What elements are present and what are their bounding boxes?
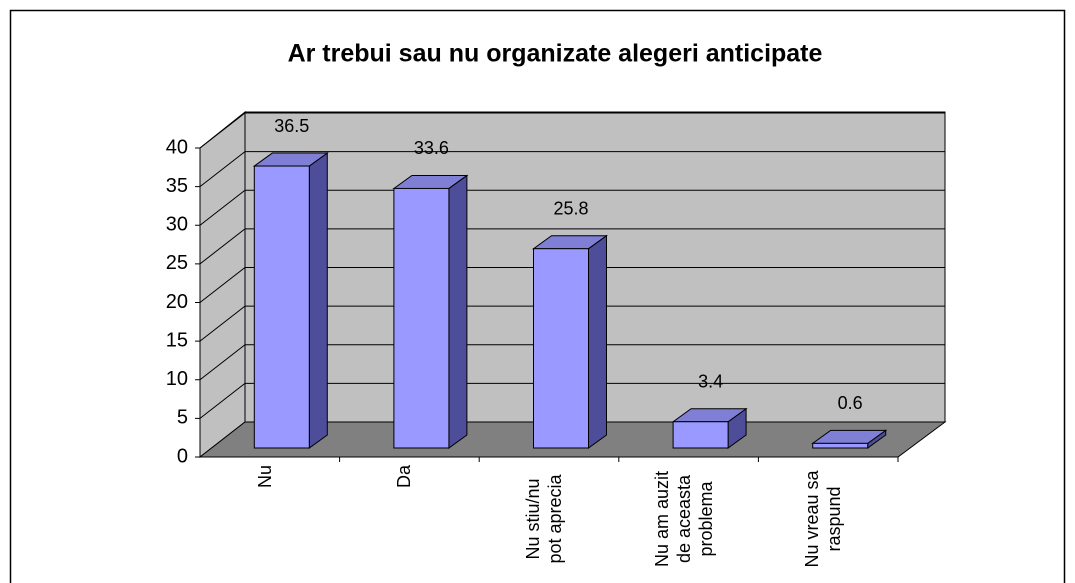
x-tick-label: Nu stiu/nu pot aprecia — [523, 474, 565, 564]
bar — [812, 442, 869, 449]
x-tick-label: Da — [394, 465, 415, 489]
bar-side — [448, 174, 468, 449]
grid-line — [199, 305, 945, 342]
y-tick-label: 20 — [166, 291, 188, 313]
x-tick-label-box: Nu stiu/nu pot aprecia — [522, 465, 630, 563]
x-tick-label: Nu vreau sa raspund — [802, 470, 845, 568]
bar — [672, 421, 729, 449]
x-tick-label: Nu — [254, 465, 275, 489]
value-label: 3.4 — [698, 371, 723, 391]
value-label: 33.6 — [414, 138, 449, 158]
bar — [253, 165, 310, 449]
y-tick-label: 25 — [166, 252, 188, 274]
x-tick-label-box: Nu — [254, 465, 277, 489]
value-label: 0.6 — [838, 393, 863, 413]
value-label: 36.5 — [274, 116, 309, 136]
grid-line — [199, 151, 945, 188]
grid-line — [199, 344, 945, 381]
y-tick-label: 35 — [166, 175, 188, 197]
y-tick-label: 5 — [177, 407, 188, 429]
y-tick-label: 30 — [166, 214, 188, 236]
grid-line — [199, 228, 945, 265]
y-tick-label: 0 — [177, 445, 188, 467]
bar-side — [588, 234, 607, 449]
y-tick-label: 40 — [166, 136, 188, 158]
value-label: 25.8 — [553, 198, 588, 218]
grid-line — [199, 189, 945, 226]
bar — [533, 248, 589, 449]
x-tick-label-box: Nu vreau sa raspund — [801, 465, 909, 567]
grid-line — [199, 382, 945, 419]
grid-line — [199, 267, 945, 303]
y-tick-label: 15 — [166, 329, 188, 351]
bar-side — [308, 152, 328, 449]
grid-line — [199, 112, 945, 149]
x-tick-label-box: Nu am auzit de aceasta problema — [651, 465, 759, 567]
bar — [393, 187, 450, 449]
chart-title: Ar trebui sau nu organizate alegeri anti… — [288, 40, 823, 68]
y-tick-label: 10 — [166, 368, 188, 390]
x-tick-label-box: Da — [393, 465, 416, 489]
x-tick-label: Nu am auzit de aceasta problema — [651, 470, 716, 568]
